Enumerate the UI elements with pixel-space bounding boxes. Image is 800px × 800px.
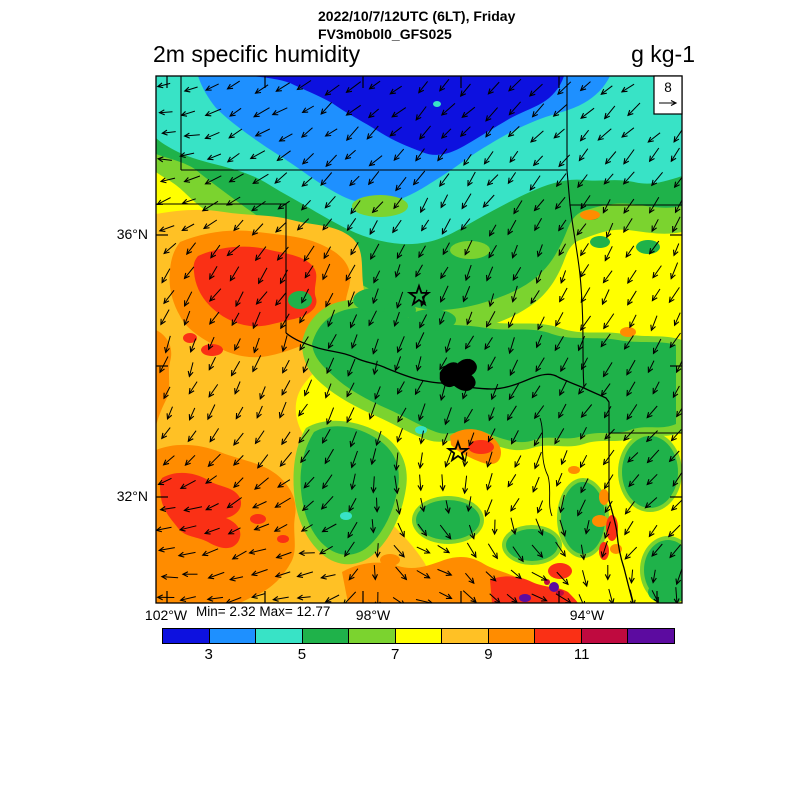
colorbar-tick-label: 5: [297, 646, 307, 663]
lat-label: 32°N: [116, 488, 148, 504]
wind-reference-box: 8: [653, 75, 683, 115]
colorbar-tick-label: 9: [484, 646, 493, 663]
colorbar-tick-label: 3: [204, 646, 213, 663]
colorbar-cell: [163, 629, 209, 643]
colorbar-cell: [255, 629, 302, 643]
station-marker-2: [445, 439, 471, 463]
colorbar-cell: [394, 629, 442, 643]
units-label: g kg-1: [631, 41, 695, 67]
wind-reference-frame: [653, 75, 683, 115]
lon-label: 102°W: [144, 607, 188, 623]
lake-texoma-outline: [439, 358, 477, 391]
station-marker-1: [406, 283, 432, 307]
colorbar-tick-label: 11: [573, 646, 590, 663]
humidity-field: [156, 76, 682, 603]
header-model-id: FV3m0b0l0_GFS025: [318, 26, 452, 42]
colorbar-cell: [534, 629, 581, 643]
river-lines: [285, 332, 634, 603]
colorbar-cell: [208, 629, 256, 643]
lat-label: 36°N: [116, 226, 148, 242]
colorbar-cell: [487, 629, 535, 643]
map-frame: [155, 75, 683, 604]
colorbar-cell: [441, 629, 488, 643]
colorbar-cell: [301, 629, 349, 643]
colorbar-cell: [627, 629, 675, 643]
minmax-annotation: Min= 2.32 Max= 12.77: [196, 604, 331, 619]
wind-reference-value: 8: [664, 80, 672, 95]
wind-arrows: [156, 78, 682, 603]
colorbar: [162, 628, 675, 644]
colorbar-cell: [580, 629, 628, 643]
colorbar-cell: [348, 629, 395, 643]
lon-label: 94°W: [569, 607, 605, 623]
station-markers: [406, 283, 471, 463]
axis-ticks: [156, 76, 682, 603]
colorbar-tick-label: 7: [391, 646, 400, 663]
page-title: 2m specific humidity: [153, 41, 361, 67]
header-datetime: 2022/10/7/12UTC (6LT), Friday: [318, 8, 516, 24]
lon-label: 98°W: [355, 607, 391, 623]
